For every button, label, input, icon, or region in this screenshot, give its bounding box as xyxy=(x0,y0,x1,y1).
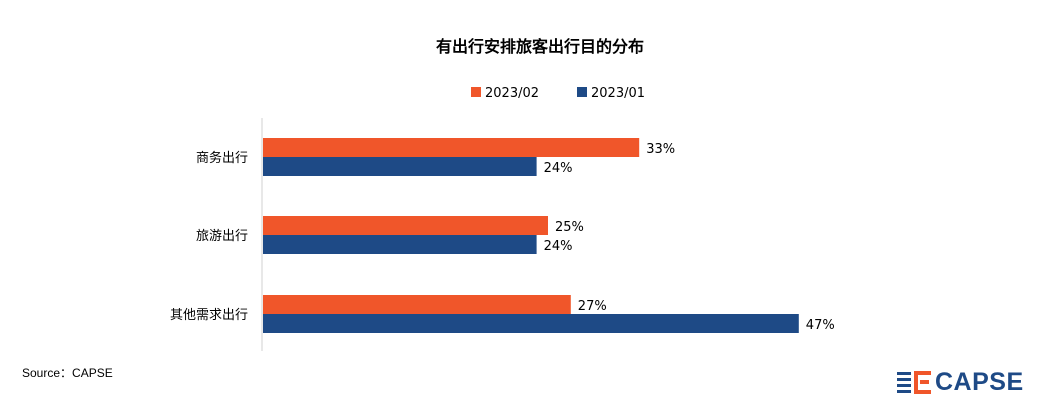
bar xyxy=(263,157,537,176)
capse-logo-icon xyxy=(897,371,931,394)
capse-logo-text: CAPSE xyxy=(935,368,1024,396)
data-label: 47% xyxy=(806,318,835,333)
bars xyxy=(263,138,799,333)
chart-title: 有出行安排旅客出行目的分布 xyxy=(436,37,644,56)
legend-label-0: 2023/02 xyxy=(485,86,539,101)
category-label: 商务出行 xyxy=(196,150,248,166)
capse-logo: CAPSE xyxy=(895,366,1050,398)
value-labels: 33% 24% 25% 24% 27% 47% xyxy=(544,142,835,333)
category-label: 其他需求出行 xyxy=(170,308,248,323)
bar xyxy=(263,314,799,333)
bar xyxy=(263,216,548,235)
data-label: 24% xyxy=(544,161,573,176)
bar xyxy=(263,138,640,157)
legend-swatch-0 xyxy=(471,87,481,97)
bar xyxy=(263,295,571,314)
legend: 2023/02 2023/01 xyxy=(471,86,645,101)
category-label: 旅游出行 xyxy=(196,229,248,244)
legend-label-1: 2023/01 xyxy=(591,86,645,101)
bar-chart: 有出行安排旅客出行目的分布 2023/02 2023/01 商务出行旅游出行其他需… xyxy=(170,37,835,351)
bar xyxy=(263,235,537,254)
data-label: 25% xyxy=(555,220,584,235)
source-note: Source：CAPSE xyxy=(22,366,113,380)
data-label: 33% xyxy=(646,142,675,157)
data-label: 27% xyxy=(578,299,607,314)
data-label: 24% xyxy=(544,239,573,254)
legend-swatch-1 xyxy=(577,87,587,97)
